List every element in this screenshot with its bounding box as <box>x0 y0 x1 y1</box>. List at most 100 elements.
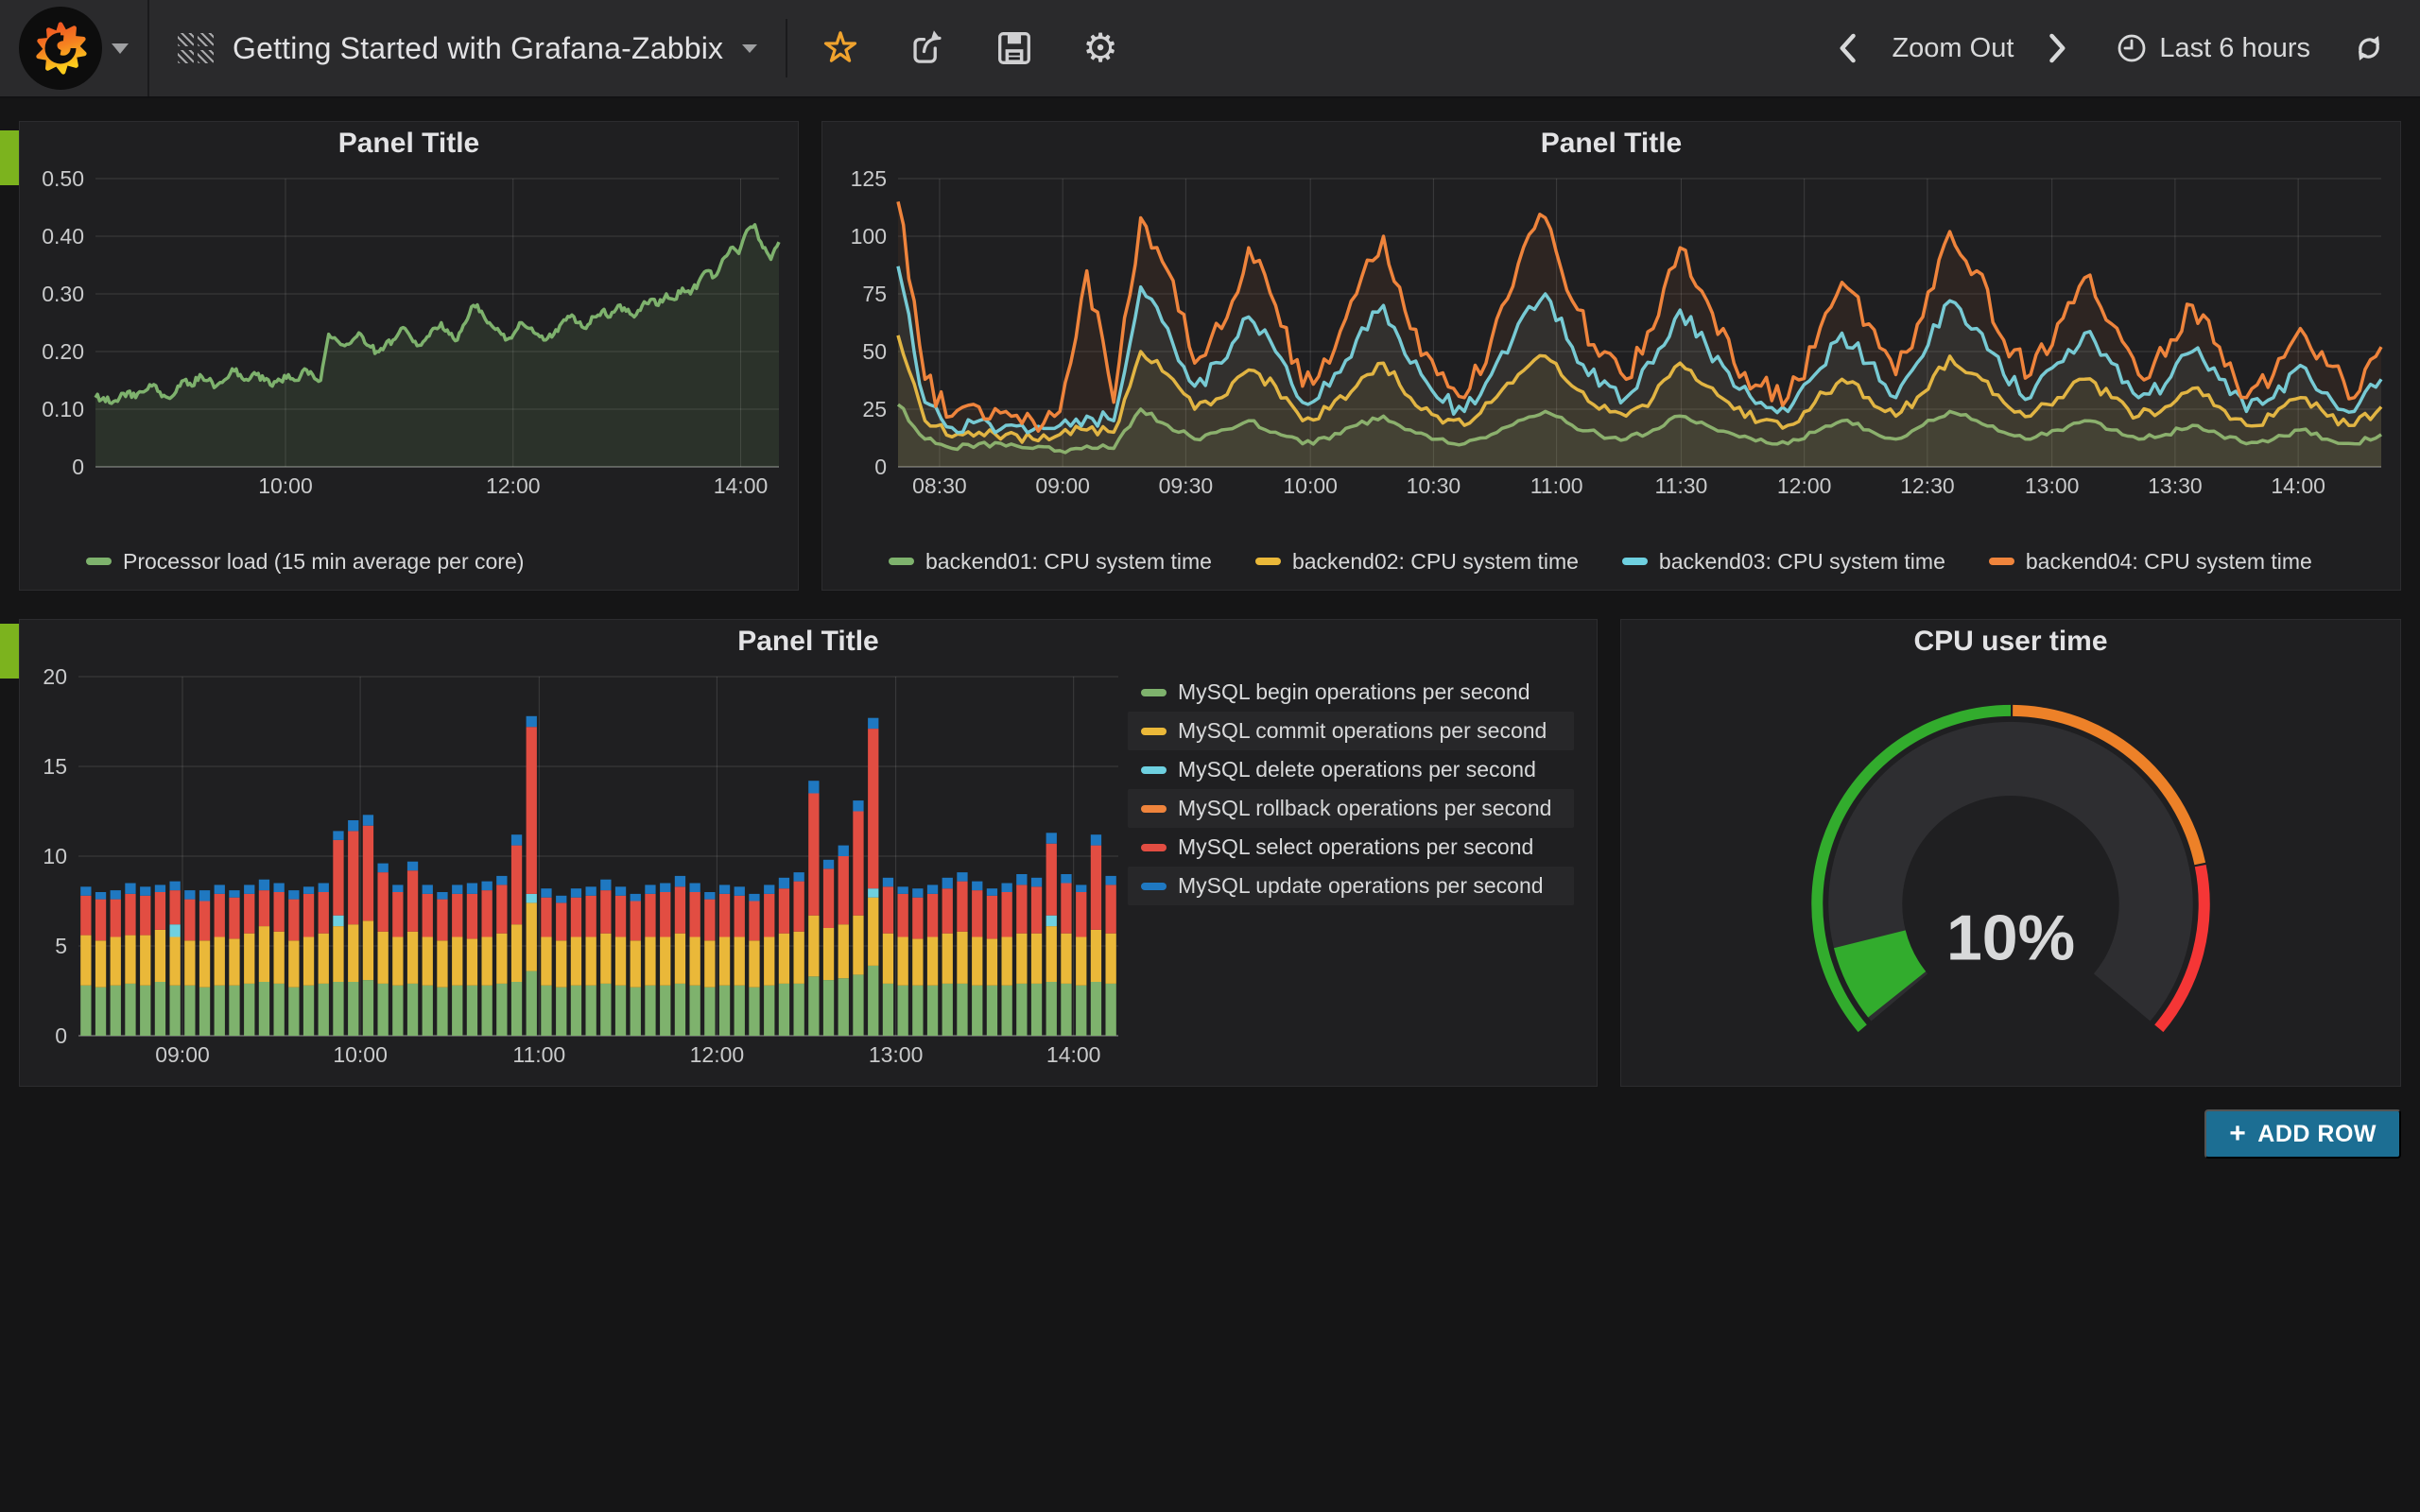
panel-3-chart[interactable]: 0 5 10 15 20 09:00 10:00 11:00 12:00 13:00 14:00 <box>26 663 1132 1070</box>
share-icon[interactable] <box>908 29 946 67</box>
panel-4-gauge[interactable]: 10% <box>1621 663 2400 1078</box>
save-icon[interactable] <box>995 29 1033 67</box>
legend-item[interactable]: MySQL delete operations per second <box>1128 750 1574 789</box>
svg-text:50: 50 <box>862 339 887 364</box>
settings-gear-icon[interactable]: ⚙ <box>1082 26 1118 70</box>
panel-3-title[interactable]: Panel Title <box>737 626 879 657</box>
time-shift-right-icon[interactable] <box>2046 32 2070 64</box>
legend-item[interactable]: backend04: CPU system time <box>1988 548 2312 575</box>
svg-text:09:00: 09:00 <box>1035 473 1090 498</box>
panel-4-title[interactable]: CPU user time <box>1913 626 2108 657</box>
svg-text:08:30: 08:30 <box>912 473 967 498</box>
legend-swatch-icon <box>1988 558 2014 565</box>
zoom-out-button[interactable]: Zoom Out <box>1892 32 2014 63</box>
svg-text:10:00: 10:00 <box>258 473 313 498</box>
panel-2-chart[interactable]: 0 25 50 75 100 125 08:30 09:00 09:30 10:00 10:30 11… <box>828 165 2394 501</box>
panel-2-legend: backend01: CPU system time backend02: CPU… <box>889 541 2391 582</box>
legend-swatch-icon <box>86 558 112 565</box>
legend-label: backend03: CPU system time <box>1658 548 1945 574</box>
svg-text:14:00: 14:00 <box>2271 473 2325 498</box>
grafana-logo <box>19 7 102 90</box>
legend-swatch-icon <box>1141 765 1167 774</box>
legend-label: MySQL update operations per second <box>1178 873 1544 898</box>
row-2-handle[interactable] <box>0 624 21 679</box>
legend-label: backend01: CPU system time <box>925 548 1212 574</box>
svg-text:20: 20 <box>43 664 67 689</box>
dashboard-title-dropdown[interactable]: Getting Started with Grafana-Zabbix <box>149 0 786 96</box>
panel-processor-load: Panel Title 0 0.10 0.20 0.30 0.40 0.50 10:00 12… <box>19 121 799 591</box>
svg-text:09:30: 09:30 <box>1159 473 1214 498</box>
dashboard-title: Getting Started with Grafana-Zabbix <box>233 30 724 65</box>
legend-label: backend04: CPU system time <box>2025 548 2312 574</box>
legend-label: MySQL rollback operations per second <box>1178 796 1552 820</box>
time-range-label: Last 6 hours <box>2159 32 2310 63</box>
svg-text:12:00: 12:00 <box>486 473 541 498</box>
clock-icon <box>2118 34 2146 62</box>
legend-label: MySQL select operations per second <box>1178 834 1534 859</box>
title-caret-icon <box>742 43 758 53</box>
panel-1-legend: Processor load (15 min average per core) <box>86 541 788 582</box>
refresh-icon[interactable] <box>2352 31 2386 65</box>
svg-text:0.40: 0.40 <box>42 224 84 249</box>
legend-item[interactable]: backend03: CPU system time <box>1621 548 1945 575</box>
legend-item[interactable]: MySQL update operations per second <box>1128 867 1574 905</box>
svg-text:11:30: 11:30 <box>1655 473 1708 498</box>
panel-1-chart[interactable]: 0 0.10 0.20 0.30 0.40 0.50 10:00 12:00 14:00 <box>26 165 792 501</box>
legend-label: MySQL delete operations per second <box>1178 757 1536 782</box>
svg-text:5: 5 <box>55 934 67 958</box>
svg-text:10: 10 <box>43 844 67 868</box>
panel-cpu-user-time: CPU user time 10% <box>1620 619 2401 1087</box>
legend-label: Processor load (15 min average per core) <box>123 548 525 574</box>
svg-text:10:00: 10:00 <box>333 1042 388 1067</box>
svg-text:13:00: 13:00 <box>869 1042 924 1067</box>
legend-item[interactable]: MySQL begin operations per second <box>1128 673 1574 712</box>
dashboard-actions: ⚙ <box>786 19 1152 77</box>
svg-text:100: 100 <box>851 224 887 249</box>
legend-item[interactable]: MySQL select operations per second <box>1128 828 1574 867</box>
legend-swatch-icon <box>1141 804 1167 813</box>
legend-swatch-icon <box>1141 688 1167 696</box>
legend-label: MySQL commit operations per second <box>1178 718 1547 743</box>
logo-caret-icon <box>112 43 129 54</box>
panel-1-title[interactable]: Panel Title <box>337 128 480 159</box>
dashboard-grid-icon <box>178 33 214 63</box>
legend-swatch-icon <box>1141 882 1167 890</box>
legend-swatch-icon <box>1254 558 1281 565</box>
svg-text:11:00: 11:00 <box>1530 473 1583 498</box>
navbar: Getting Started with Grafana-Zabbix ⚙ Zo… <box>0 0 2420 98</box>
row-1-handle[interactable] <box>0 130 21 185</box>
time-controls: Zoom Out Last 6 hours <box>1835 31 2420 65</box>
legend-item[interactable]: backend02: CPU system time <box>1254 548 1579 575</box>
legend-label: backend02: CPU system time <box>1291 548 1579 574</box>
svg-text:13:00: 13:00 <box>2025 473 2080 498</box>
legend-label: MySQL begin operations per second <box>1178 679 1530 704</box>
panel-2-title[interactable]: Panel Title <box>1540 128 1683 159</box>
svg-text:0: 0 <box>874 455 887 479</box>
legend-swatch-icon <box>1621 558 1648 565</box>
time-shift-left-icon[interactable] <box>1835 32 1859 64</box>
svg-text:14:00: 14:00 <box>1046 1042 1101 1067</box>
panel-3-legend: MySQL begin operations per second MySQL c… <box>1128 673 1574 905</box>
legend-item[interactable]: backend01: CPU system time <box>889 549 1212 575</box>
svg-text:12:30: 12:30 <box>1900 473 1955 498</box>
legend-item[interactable]: MySQL commit operations per second <box>1128 712 1574 750</box>
svg-text:75: 75 <box>862 282 887 306</box>
grafana-flame-icon <box>36 22 87 75</box>
star-icon[interactable] <box>821 29 859 67</box>
svg-text:10:30: 10:30 <box>1407 473 1461 498</box>
legend-item[interactable]: MySQL rollback operations per second <box>1128 789 1574 828</box>
svg-text:0.20: 0.20 <box>42 339 84 364</box>
dashboard-body: Panel Title 0 0.10 0.20 0.30 0.40 0.50 10:00 12… <box>0 100 2420 1512</box>
svg-text:12:00: 12:00 <box>1777 473 1832 498</box>
grafana-logo-menu[interactable] <box>0 0 149 96</box>
legend-swatch-icon <box>889 558 914 565</box>
svg-text:14:00: 14:00 <box>714 473 769 498</box>
svg-text:25: 25 <box>862 397 887 421</box>
legend-item[interactable]: Processor load (15 min average per core) <box>86 549 524 575</box>
add-row-label: ADD ROW <box>2257 1120 2377 1147</box>
plus-icon: + <box>2229 1118 2247 1149</box>
time-range-picker[interactable]: Last 6 hours <box>2116 32 2310 64</box>
svg-text:0.10: 0.10 <box>42 397 84 421</box>
svg-text:13:30: 13:30 <box>2148 473 2203 498</box>
add-row-button[interactable]: + ADD ROW <box>2204 1109 2401 1159</box>
